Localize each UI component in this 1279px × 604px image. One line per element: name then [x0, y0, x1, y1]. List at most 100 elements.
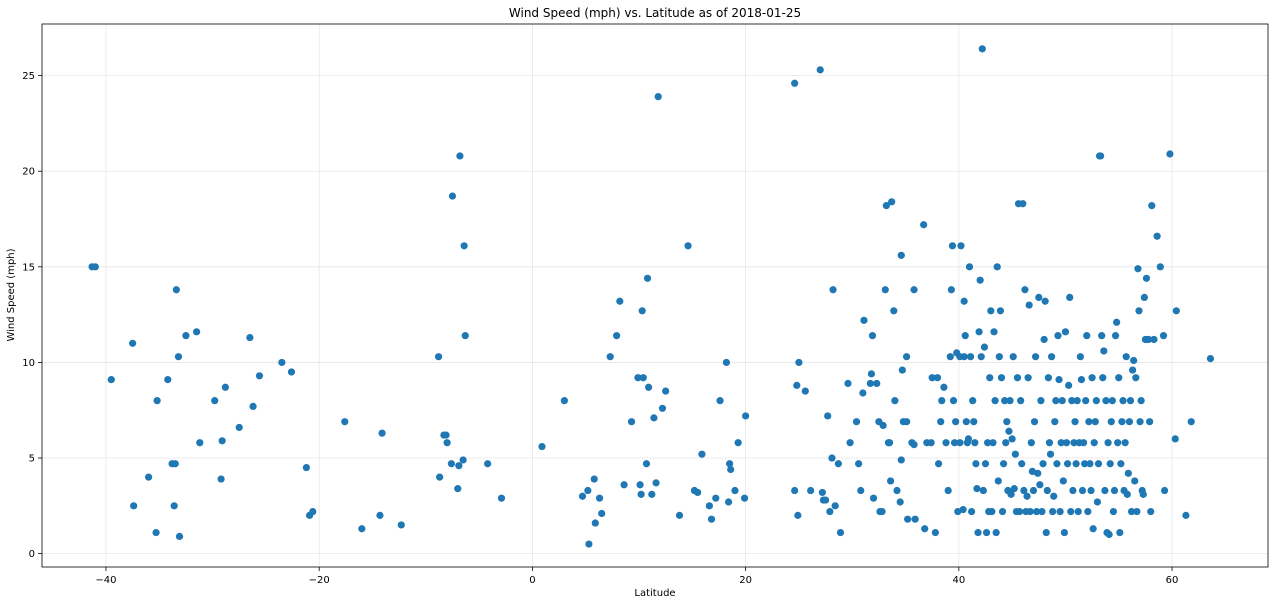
data-point — [867, 370, 876, 378]
data-point — [1034, 469, 1042, 477]
data-point — [1060, 528, 1068, 537]
data-point — [1001, 397, 1009, 405]
data-point — [1121, 439, 1129, 447]
data-point — [1130, 356, 1138, 365]
data-point — [1132, 374, 1140, 382]
data-point — [1094, 460, 1103, 468]
data-point — [994, 477, 1002, 485]
data-point — [1025, 301, 1033, 309]
data-point — [654, 93, 662, 101]
data-point — [1118, 418, 1126, 426]
x-axis-label: Latitude — [634, 588, 675, 599]
data-point — [442, 431, 450, 439]
data-point — [637, 490, 645, 498]
data-point — [455, 462, 463, 470]
data-point — [902, 353, 911, 361]
data-point — [959, 506, 967, 514]
data-point — [174, 353, 183, 361]
data-point — [948, 242, 957, 250]
data-point — [997, 374, 1006, 382]
data-point — [454, 485, 462, 493]
data-point — [1117, 460, 1125, 468]
data-point — [153, 397, 161, 405]
data-point — [1062, 439, 1071, 447]
data-point — [218, 437, 226, 445]
data-point — [1038, 507, 1046, 516]
data-point — [976, 276, 984, 284]
data-point — [1098, 332, 1106, 340]
data-point — [826, 507, 834, 516]
data-point — [734, 439, 742, 447]
data-point — [910, 286, 918, 294]
data-point — [1124, 469, 1132, 477]
data-point — [1044, 374, 1052, 382]
data-point — [1043, 486, 1051, 495]
data-point — [993, 263, 1001, 271]
y-tick-label: 20 — [22, 167, 35, 178]
y-tick-label: 5 — [29, 454, 35, 465]
data-point — [966, 353, 975, 361]
data-point — [1116, 528, 1124, 537]
data-point — [1051, 418, 1059, 426]
data-point — [731, 486, 739, 495]
data-point — [964, 435, 973, 443]
data-point — [620, 481, 628, 489]
data-point — [246, 333, 254, 342]
data-point — [447, 460, 455, 468]
data-point — [627, 418, 636, 426]
data-point — [716, 397, 724, 405]
data-point — [591, 519, 599, 527]
data-point — [443, 439, 451, 447]
data-point — [172, 286, 180, 294]
data-point — [1111, 332, 1120, 340]
data-point — [255, 372, 264, 380]
data-point — [1079, 439, 1088, 447]
data-point — [969, 397, 977, 405]
data-point — [460, 242, 468, 250]
data-point — [1055, 376, 1063, 384]
data-point — [891, 397, 899, 405]
data-point — [1107, 418, 1115, 426]
data-point — [192, 328, 201, 336]
data-point — [791, 79, 799, 87]
data-point — [1136, 418, 1144, 426]
data-point — [931, 528, 939, 537]
data-point — [952, 418, 960, 426]
data-point — [1085, 418, 1093, 426]
data-point — [1010, 485, 1018, 493]
data-point — [459, 456, 467, 464]
data-point — [1030, 418, 1039, 426]
data-point — [866, 379, 874, 388]
data-point — [643, 274, 652, 282]
data-point — [859, 389, 867, 397]
data-point — [1023, 492, 1031, 500]
data-point — [897, 456, 905, 464]
data-point — [1045, 439, 1054, 447]
data-point — [1087, 486, 1095, 495]
data-point — [980, 343, 989, 351]
data-point — [1042, 528, 1050, 537]
data-point — [170, 502, 178, 510]
data-point — [947, 286, 955, 294]
data-point — [1059, 477, 1067, 485]
data-point — [606, 353, 614, 361]
data-point — [1172, 307, 1180, 315]
data-point — [1071, 418, 1079, 426]
data-point — [1066, 293, 1074, 302]
data-point — [791, 486, 799, 495]
data-point — [855, 460, 863, 468]
data-point — [868, 332, 877, 340]
data-point — [145, 473, 153, 481]
data-point — [1013, 374, 1022, 382]
data-point — [989, 439, 997, 447]
data-point — [836, 528, 845, 537]
data-point — [1047, 353, 1056, 361]
data-point — [979, 486, 987, 495]
data-point — [1035, 293, 1043, 302]
data-point — [1153, 232, 1161, 240]
data-point — [358, 525, 366, 533]
data-point — [726, 460, 734, 468]
data-point — [1002, 439, 1010, 447]
data-point — [949, 397, 958, 405]
